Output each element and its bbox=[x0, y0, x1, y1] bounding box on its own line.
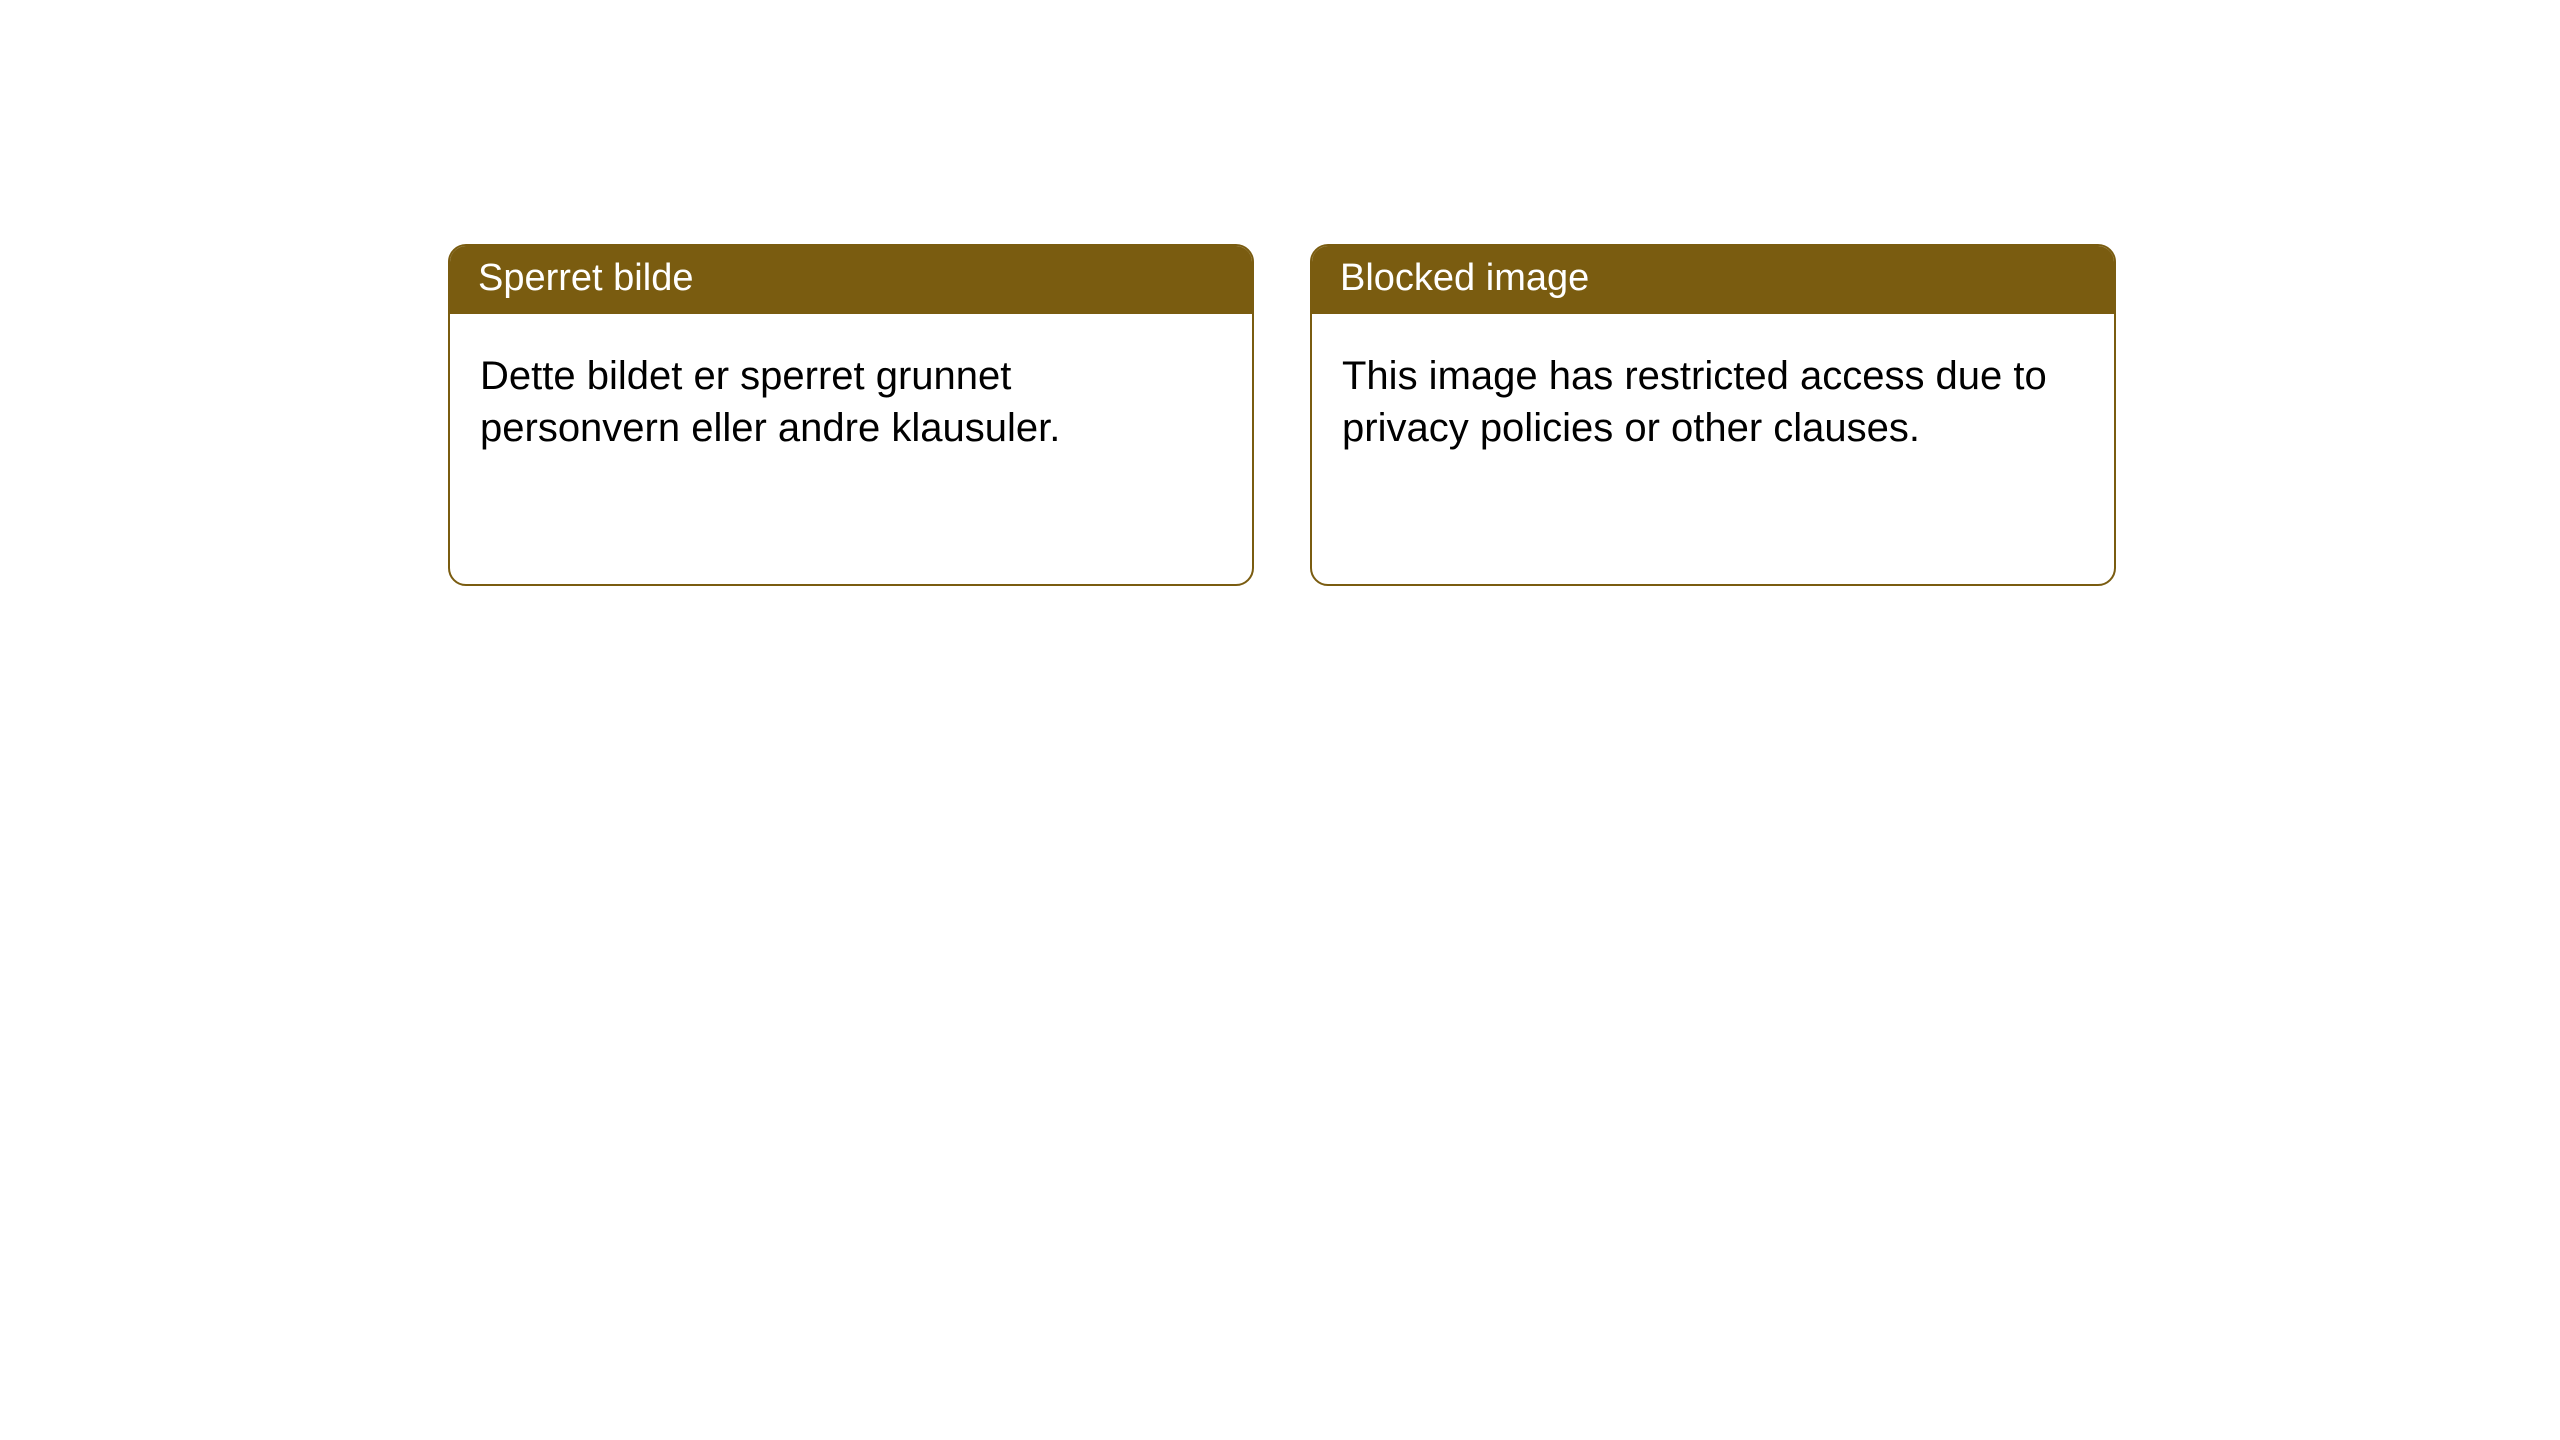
card-header: Blocked image bbox=[1312, 246, 2114, 314]
card-header: Sperret bilde bbox=[450, 246, 1252, 314]
card-title: Sperret bilde bbox=[478, 257, 693, 299]
card-body: This image has restricted access due to … bbox=[1312, 314, 2114, 584]
blocked-image-card-english: Blocked image This image has restricted … bbox=[1310, 244, 2116, 586]
card-body-text: Dette bildet er sperret grunnet personve… bbox=[480, 354, 1060, 451]
blocked-image-card-norwegian: Sperret bilde Dette bildet er sperret gr… bbox=[448, 244, 1254, 586]
card-body-text: This image has restricted access due to … bbox=[1342, 354, 2047, 451]
card-title: Blocked image bbox=[1340, 257, 1589, 299]
card-body: Dette bildet er sperret grunnet personve… bbox=[450, 314, 1252, 584]
cards-container: Sperret bilde Dette bildet er sperret gr… bbox=[0, 0, 2560, 586]
